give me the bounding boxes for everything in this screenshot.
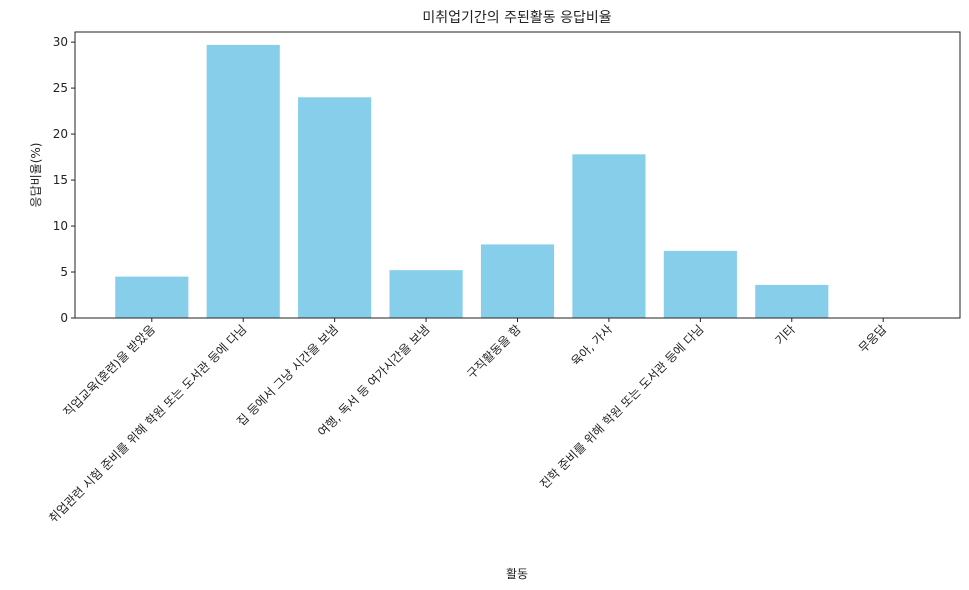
bar bbox=[115, 276, 189, 318]
y-tick-label: 30 bbox=[53, 35, 68, 49]
bar bbox=[389, 270, 463, 318]
y-axis-label: 응답비율(%) bbox=[29, 143, 43, 208]
y-tick-label: 5 bbox=[60, 265, 68, 279]
bar bbox=[298, 97, 372, 318]
y-tick-label: 25 bbox=[53, 81, 68, 95]
x-tick-label: 무응답 bbox=[856, 322, 889, 355]
bar bbox=[572, 154, 646, 318]
y-tick-label: 20 bbox=[53, 127, 68, 141]
y-tick-label: 0 bbox=[60, 311, 68, 325]
x-tick-label: 기타 bbox=[772, 322, 798, 348]
x-tick-label: 취업관련 시험 준비를 위해 학원 또는 도서관 등에 다님 bbox=[46, 322, 249, 525]
bar bbox=[480, 244, 555, 318]
x-tick-label: 진학 준비를 위해 학원 또는 도서관 등에 다님 bbox=[537, 322, 706, 491]
chart-title: 미취업기간의 주된활동 응답비율 bbox=[422, 10, 611, 26]
x-axis-label: 활동 bbox=[506, 567, 528, 581]
bar bbox=[206, 44, 280, 318]
x-tick-label: 육아, 가사 bbox=[569, 322, 616, 369]
y-tick-label: 10 bbox=[53, 219, 68, 233]
bar bbox=[663, 250, 737, 318]
x-tick-label: 직업교육(훈련)을 받았음 bbox=[61, 322, 158, 419]
x-tick-label: 집 등에서 그냥 시간을 보냄 bbox=[234, 322, 341, 429]
y-tick-label: 15 bbox=[53, 173, 68, 187]
plot-frame bbox=[74, 31, 961, 319]
x-tick-label: 구직활동을 함 bbox=[464, 322, 523, 381]
bar bbox=[755, 284, 829, 318]
